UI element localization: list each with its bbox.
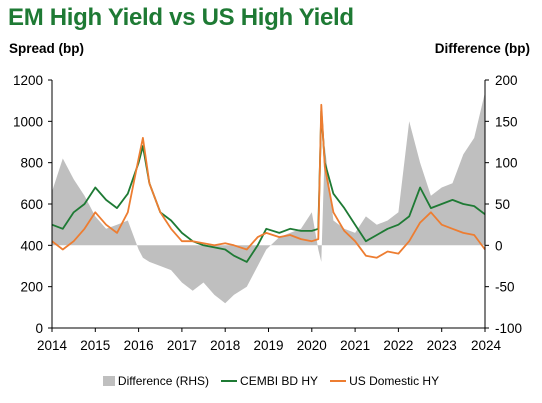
left-y-tick-label: 400 — [20, 238, 43, 253]
x-tick-label: 2014 — [37, 338, 68, 353]
us-domestic-hy-line — [51, 103, 486, 259]
legend-item-cembi: CEMBI BD HY — [221, 374, 318, 388]
spread-lines-layer — [51, 103, 486, 263]
x-tick-label: 2019 — [253, 338, 283, 353]
right-y-tick-label: -100 — [495, 321, 522, 336]
chart-title: EM High Yield vs US High Yield — [8, 4, 354, 31]
x-tick-label: 2024 — [471, 338, 502, 353]
x-tick-label: 2016 — [124, 338, 154, 353]
legend-item-difference: Difference (RHS) — [102, 374, 210, 388]
legend-swatch-us-hy — [330, 380, 347, 382]
x-tick-label: 2015 — [80, 338, 110, 353]
left-y-tick-label: 1000 — [13, 114, 43, 129]
x-tick-label: 2017 — [167, 338, 197, 353]
difference-area-layer — [52, 92, 485, 304]
right-axis-title: Difference (bp) — [434, 41, 530, 56]
chart-plot: 0 200 400 600 800 1000 1200 -100 -50 0 50 100 150 200… — [13, 73, 522, 353]
right-y-tick-label: 0 — [495, 238, 503, 253]
right-y-tick-label: 150 — [495, 114, 518, 129]
legend-label-difference: Difference (RHS) — [117, 374, 210, 388]
legend: Difference (RHS) CEMBI BD HY US Domestic… — [0, 374, 542, 388]
difference-area — [52, 92, 485, 304]
x-tick-label: 2021 — [340, 338, 370, 353]
left-y-tick-label: 600 — [20, 197, 43, 212]
right-y-tick-label: 50 — [495, 197, 510, 212]
left-axis-title: Spread (bp) — [9, 41, 85, 56]
right-y-tick-label: 200 — [495, 73, 518, 88]
left-y-tick-label: 200 — [20, 280, 43, 295]
x-tick-label: 2018 — [210, 338, 240, 353]
right-y-tick-label: 100 — [495, 156, 518, 171]
left-y-tick-label: 0 — [35, 321, 43, 336]
legend-item-us-hy: US Domestic HY — [330, 374, 439, 388]
x-tick-label: 2022 — [383, 338, 413, 353]
left-y-tick-label: 1200 — [13, 73, 43, 88]
cembi-bd-hy-line — [51, 110, 486, 263]
x-tick-label: 2020 — [297, 338, 327, 353]
legend-swatch-difference — [102, 376, 115, 386]
x-tick-label: 2023 — [427, 338, 457, 353]
right-y-tick-label: -50 — [495, 280, 515, 295]
legend-label-us-hy: US Domestic HY — [349, 374, 440, 388]
left-y-tick-label: 800 — [20, 156, 43, 171]
legend-label-cembi: CEMBI BD HY — [240, 374, 319, 388]
legend-swatch-cembi — [221, 380, 238, 382]
axes-layer: 0 200 400 600 800 1000 1200 -100 -50 0 50 100 150 200… — [13, 73, 522, 353]
